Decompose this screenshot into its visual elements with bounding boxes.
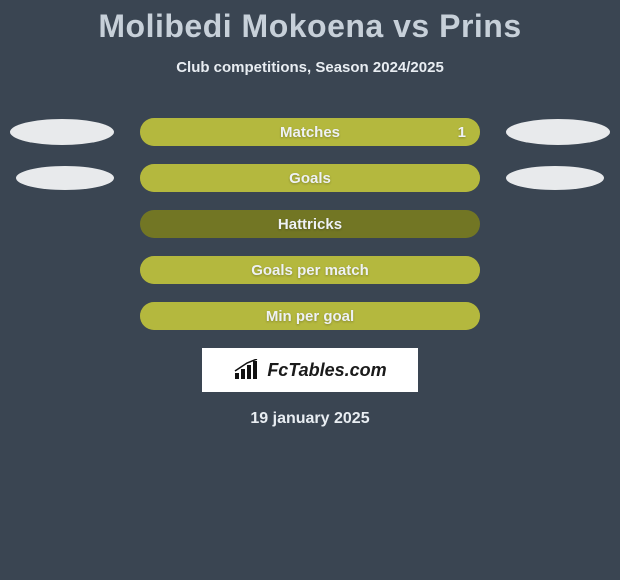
right-ellipse [506,166,604,190]
stat-label: Hattricks [278,216,342,233]
stat-row: Min per goal [0,302,620,330]
left-ellipse [10,119,114,145]
subtitle: Club competitions, Season 2024/2025 [0,59,620,76]
stat-bar: Min per goal [140,302,480,330]
stat-bar: Goals per match [140,256,480,284]
left-ellipse [16,166,114,190]
stat-label: Goals per match [251,262,369,279]
stats-list: Matches 1 Goals Hattricks Goals per match Min… [0,118,620,330]
page-title: Molibedi Mokoena vs Prins [0,8,620,45]
bar-chart-icon [233,359,261,381]
stat-bar: Matches 1 [140,118,480,146]
stat-label: Min per goal [266,308,354,325]
stat-row: Matches 1 [0,118,620,146]
stat-bar: Goals [140,164,480,192]
stat-row: Goals per match [0,256,620,284]
infographic-container: Molibedi Mokoena vs Prins Club competiti… [0,0,620,428]
stat-label: Goals [289,170,331,187]
watermark-text: FcTables.com [267,360,386,381]
stat-row: Hattricks [0,210,620,238]
right-ellipse [506,119,610,145]
stat-row: Goals [0,164,620,192]
stat-value: 1 [458,124,466,141]
stat-label: Matches [280,124,340,141]
footer-date: 19 january 2025 [0,410,620,428]
watermark[interactable]: FcTables.com [202,348,418,392]
stat-bar: Hattricks [140,210,480,238]
